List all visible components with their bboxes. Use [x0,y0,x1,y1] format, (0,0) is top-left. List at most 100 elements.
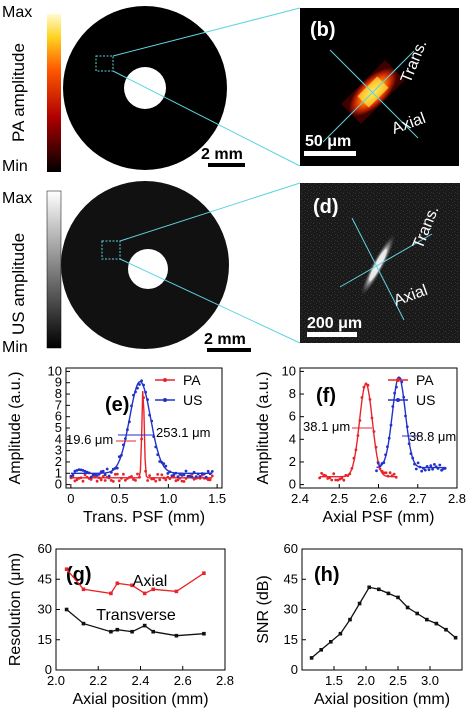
data-point-US [176,475,180,478]
data-point-US [122,443,125,447]
panel-label: (h) [314,564,340,586]
data-point [64,607,69,612]
data-point-US [431,467,434,471]
y-tick-label: 45 [38,571,52,586]
x-tick-label: 2.6 [369,491,387,506]
data-point-PA [210,474,214,478]
y-axis-label: Resolution (μm) [7,553,24,666]
x-axis-label: Axial position (mm) [72,691,208,708]
data-point-US [75,469,79,472]
legend-marker [396,398,400,402]
annotation-fwhm-pa: 19.6 μm [66,432,113,447]
us-scalebar-label: 2 mm [204,331,246,348]
series-label-axial: Axial [133,573,168,590]
data-point-US [142,383,146,387]
data-point-US [127,420,131,424]
data-point-PA [334,478,338,482]
y-tick-label: 6 [289,409,296,424]
pa-scalebar [208,163,245,167]
y-tick-label: 10 [48,363,62,378]
data-point [115,581,120,586]
data-point [130,629,134,634]
data-point-US [178,473,182,476]
data-point-US [402,395,406,399]
data-point-US [436,467,440,470]
data-point-PA [358,419,362,422]
data-point-PA [318,476,321,480]
x-axis-label: Axial position (mm) [314,691,450,708]
data-point-US [206,469,210,473]
data-point-US [182,473,186,477]
data-point-PA [386,474,390,478]
data-point-US [124,437,127,440]
data-point-US [152,435,156,438]
data-point-US [89,475,93,479]
axial-axis-line [322,50,415,143]
data-point-PA [101,475,105,478]
data-point [444,627,448,632]
data-point-PA [120,476,123,480]
data-point-PA [154,479,158,483]
colorbar-us-min: Min [2,339,28,356]
data-point [319,648,323,652]
y-tick-label: 60 [284,541,298,556]
data-point-US [202,472,206,476]
data-point-US [423,468,427,472]
y-axis-label: Amplitude (a.u.) [7,372,24,485]
x-tick-label: 2.0 [47,673,65,688]
data-point-PA [162,476,166,480]
data-point-US [389,423,393,427]
axial-axis-line [339,233,433,288]
data-point-PA [332,472,336,476]
us-center-hole [128,249,168,289]
data-point-US [192,470,196,474]
data-point [174,633,179,638]
x-tick-label: 2.6 [174,673,192,688]
data-point-US [194,475,198,478]
data-point-PA [158,478,162,482]
pa-zoom-scalebar [304,151,356,156]
data-point-PA [354,448,358,452]
data-point-PA [81,479,85,483]
panel-label: (e) [105,394,129,416]
data-point-US [126,428,129,432]
us-roi-box [101,240,121,260]
y-tick-label: 3 [55,443,62,458]
y-tick-label: 1 [55,465,62,480]
chart-h: 1.5 2.0 2.5 3.0 0 15 30 45 60 Axial position (mm)… [255,541,463,708]
us-zoom-scalebar [307,332,357,337]
data-point-PA [384,471,388,475]
data-point-US [170,474,174,478]
data-point-US [150,419,154,423]
x-tick-label: 2.7 [409,491,427,506]
zoom-connector [119,258,301,344]
data-point-PA [75,478,79,482]
data-point [425,617,429,622]
panel-label: (g) [66,564,92,586]
data-point [202,631,206,636]
data-point-US [418,465,422,469]
data-point-PA [160,473,164,477]
y-tick-label: 7 [55,397,62,412]
data-point-PA [83,473,87,477]
data-point-PA [103,479,107,482]
legend-marker [396,378,400,382]
data-point-US [386,445,389,449]
data-point-PA [208,478,212,482]
data-point-US [174,471,178,475]
y-tick-label: 8 [289,386,296,401]
data-point-US [188,474,192,478]
panel-c-label: (c) [65,183,89,205]
data-point-US [382,461,386,464]
x-tick-label: 1.5 [325,673,343,688]
y-tick-label: 10 [282,363,296,378]
data-point-PA [148,474,152,477]
us-zoom-scalebar-label: 200 μm [307,315,362,332]
data-point-PA [122,472,125,476]
legend-label: US [416,392,435,408]
zoom-connector [119,182,301,242]
data-point-PA [124,478,127,482]
pa-zoom-scalebar-label: 50 μm [305,133,351,150]
y-tick-label: 4 [289,431,296,446]
y-tick-label: 8 [55,386,62,401]
